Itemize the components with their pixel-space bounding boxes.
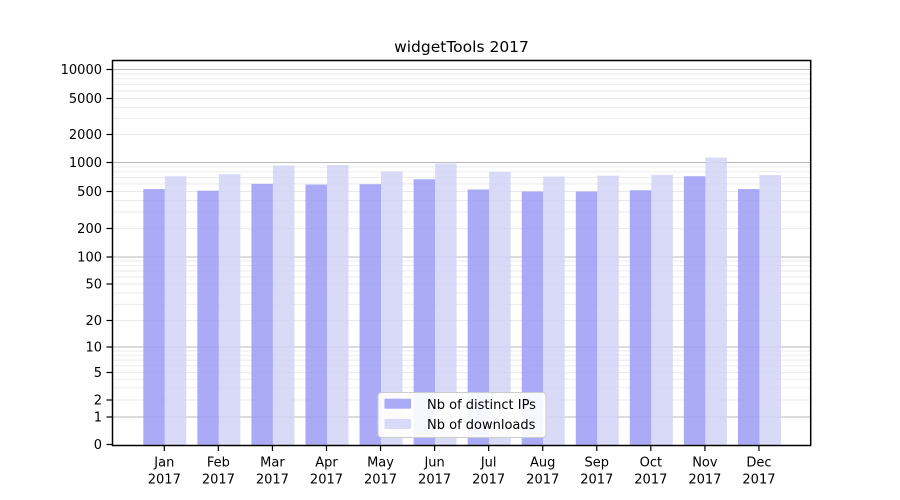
x-tick-label-month: Jan <box>153 456 174 471</box>
bar-downloads-apr <box>326 165 349 445</box>
x-tick-label-year: 2017 <box>418 473 451 488</box>
x-tick-label-year: 2017 <box>364 473 397 488</box>
y-tick-label: 2000 <box>69 128 102 143</box>
x-tick-label-month: Oct <box>640 456 662 471</box>
bar-downloads-sep <box>597 175 619 445</box>
y-tick-label: 200 <box>77 222 102 237</box>
x-tick-label-month: Apr <box>315 456 338 471</box>
x-tick-label-month: Feb <box>207 456 230 471</box>
legend: Nb of distinct IPs Nb of downloads <box>377 392 547 438</box>
x-tick-label-month: Aug <box>530 456 555 471</box>
bar-downloads-jul <box>489 171 511 445</box>
x-tick-label-month: Nov <box>692 456 718 471</box>
bars-layer <box>143 157 781 445</box>
x-tick-label-month: May <box>367 456 394 471</box>
legend-box <box>377 392 547 438</box>
x-tick-label-month: Sep <box>585 456 610 471</box>
bar-downloads-dec <box>759 175 781 445</box>
bar-downloads-nov <box>705 157 727 445</box>
x-tick-label-year: 2017 <box>472 473 505 488</box>
bar-distinct-ips-jun <box>413 179 436 445</box>
x-tick-label-year: 2017 <box>580 473 613 488</box>
bar-downloads-jan <box>164 176 187 445</box>
y-tick-label: 10000 <box>61 63 102 78</box>
bar-distinct-ips-jan <box>143 189 165 445</box>
x-tick-label-year: 2017 <box>742 473 775 488</box>
x-tick-label-year: 2017 <box>526 473 559 488</box>
x-tick-label-month: Mar <box>260 456 285 471</box>
bar-downloads-mar <box>272 165 295 445</box>
bar-distinct-ips-mar <box>251 183 273 445</box>
bar-downloads-feb <box>218 174 241 445</box>
bar-downloads-may <box>381 171 403 445</box>
x-tick-label-year: 2017 <box>688 473 721 488</box>
chart-title: widgetTools 2017 <box>394 38 529 56</box>
x-tick-label-year: 2017 <box>202 473 235 488</box>
x-tick-label-year: 2017 <box>148 473 181 488</box>
y-tick-label: 1 <box>94 411 102 426</box>
y-tick-label: 500 <box>77 185 102 200</box>
x-tick-label-year: 2017 <box>634 473 667 488</box>
ticks-layer: 0 1 2 5 10 20 50 100 200 500 1000 2000 5000 10000 Jan 2… <box>61 63 776 488</box>
bar-distinct-ips-apr <box>305 184 327 445</box>
bar-downloads-aug <box>543 176 565 445</box>
bar-distinct-ips-may <box>359 184 382 445</box>
y-tick-label: 5 <box>94 366 102 381</box>
plot-border <box>111 59 812 447</box>
bar-distinct-ips-sep <box>575 191 598 445</box>
y-tick-label: 1000 <box>69 156 102 171</box>
x-tick-label-month: Dec <box>746 456 771 471</box>
y-tick-label: 5000 <box>69 92 102 107</box>
bar-downloads-oct <box>651 174 673 445</box>
legend-label-distinct-ips: Nb of distinct IPs <box>427 398 536 413</box>
y-tick-label: 2 <box>94 394 102 409</box>
bar-distinct-ips-oct <box>629 190 652 445</box>
x-tick-label-year: 2017 <box>256 473 289 488</box>
x-tick-label-month: Jul <box>480 456 497 471</box>
legend-swatch-downloads <box>384 418 411 429</box>
y-tick-label: 10 <box>85 341 102 356</box>
bar-downloads-jun <box>435 163 457 445</box>
bar-distinct-ips-aug <box>521 191 544 445</box>
y-tick-label: 100 <box>77 251 102 266</box>
x-tick-label-month: Jun <box>423 456 444 471</box>
bar-distinct-ips-jul <box>467 189 490 445</box>
bar-distinct-ips-dec <box>737 189 760 445</box>
legend-label-downloads: Nb of downloads <box>427 418 536 433</box>
bar-distinct-ips-feb <box>197 190 219 445</box>
bar-distinct-ips-nov <box>683 176 706 445</box>
y-tick-label: 0 <box>94 438 102 453</box>
y-tick-label: 20 <box>85 314 102 329</box>
y-tick-label: 50 <box>85 278 102 293</box>
legend-swatch-distinct-ips <box>384 398 411 409</box>
x-tick-label-year: 2017 <box>310 473 343 488</box>
